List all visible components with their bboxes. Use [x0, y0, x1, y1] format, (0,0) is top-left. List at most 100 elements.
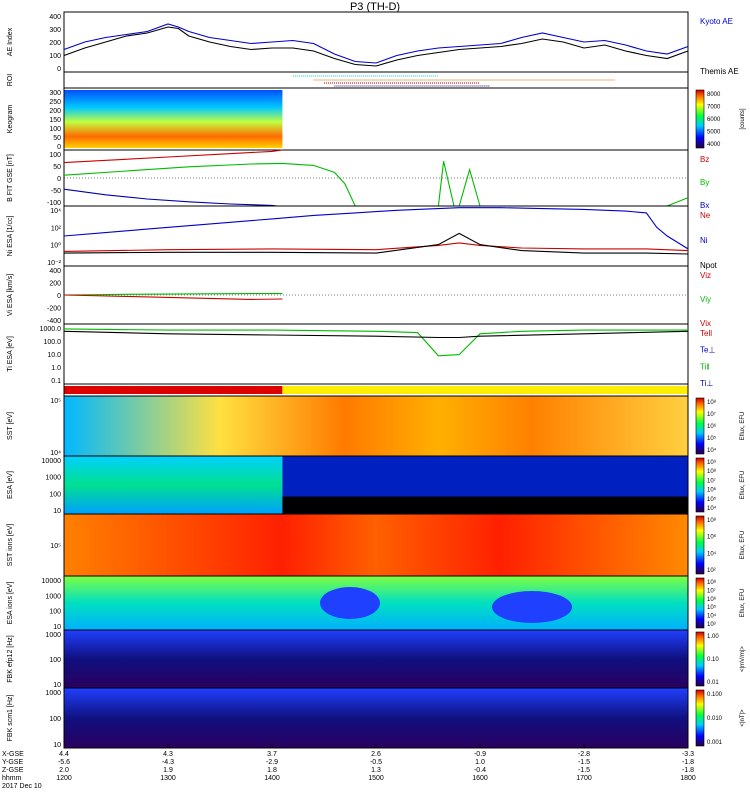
mode-segment-0 — [64, 386, 283, 394]
series-kyoto-ae — [63, 23, 689, 64]
x-date-label: 2017 Dec 10 — [2, 783, 42, 790]
ytick-label: 150 — [49, 117, 61, 124]
ytick-label: 100 — [49, 716, 61, 723]
series-bz — [63, 149, 283, 164]
series-viz — [63, 294, 283, 300]
legend-entry: Ni — [700, 236, 708, 245]
ylabel-keogram: Keogram — [7, 105, 14, 134]
x-row-label: hhmm — [2, 775, 22, 782]
legend-entry: Ti⊥ — [700, 379, 713, 388]
panel-velocity: Vi ESA [km/s] 400 200 0 -200 -400 Viz Viy Vix — [7, 265, 711, 328]
ytick-label: 1000 — [45, 690, 61, 697]
ytick-label: 400 — [49, 268, 61, 275]
x-row-value: -1.8 — [682, 767, 694, 774]
ytick-label: 1000 — [45, 632, 61, 639]
ylabel-sst_e: SST [eV] — [7, 412, 14, 440]
keogram-image — [64, 90, 283, 148]
colorbar-tick-label: 0.01 — [707, 680, 719, 686]
ytick-label: 100 — [49, 126, 61, 133]
colorbar-tick-label: 10⁸ — [707, 579, 717, 586]
x-row-value: -1.8 — [682, 759, 694, 766]
ytick-label: 300 — [49, 90, 61, 97]
ytick-label: 100 — [49, 53, 61, 60]
esa-electron-spectrogram-early — [64, 456, 283, 514]
x-row-label: X-GSE — [2, 751, 24, 758]
x-row-value: 3.7 — [267, 751, 277, 758]
legend-entry: Themis AE — [700, 67, 739, 76]
ylabel-esa_e: ESA [eV] — [7, 471, 14, 499]
x-row-label: Z-GSE — [2, 767, 24, 774]
colorbar-tick-label: 10⁵ — [707, 496, 717, 503]
ytick-label: 10000 — [42, 458, 62, 465]
sst-electron-spectrogram — [64, 396, 688, 456]
x-axis-annotation: X-GSE 4.4 4.3 3.7 2.6 -0.9 -2.8 -3.3 Y-GSE -5.6 -4… — [2, 744, 696, 790]
colorbar — [695, 689, 705, 747]
ytick-label: 50 — [53, 164, 61, 171]
ylabel-esa_i: ESA ions [eV] — [7, 582, 14, 625]
ylabel-sst_i: SST ions [eV] — [7, 524, 14, 567]
series-viy — [63, 293, 283, 296]
colorbar-tick-label: 10⁴ — [707, 447, 717, 454]
colorbar-tick-label: 0.100 — [707, 692, 723, 698]
series-ti — [63, 328, 688, 357]
ytick-label: 0 — [57, 176, 61, 183]
series-themis-ae — [63, 26, 689, 67]
colorbar-tick-label: 10⁷ — [707, 587, 716, 594]
fbk_e-spectrogram — [64, 630, 688, 688]
ylabel-density: Ni ESA [1/cc] — [7, 216, 14, 257]
legend-entry: Tell — [700, 329, 712, 338]
panel-fbk_b: FBK scm1 [Hz] 1000 100 10 0.100 0.010 0.001 <|n… — [7, 687, 746, 749]
series-ne — [63, 242, 689, 252]
panel-temperature: Ti ESA [eV] 1000.0 100.0 10.0 1.0 0.1 Tell Te⊥ T… — [7, 323, 715, 388]
esa-electron-low-energy-band — [282, 496, 688, 514]
colorbar — [695, 89, 705, 149]
ylabel-temperature: Ti ESA [eV] — [7, 336, 14, 372]
ytick-label: 0 — [57, 144, 61, 151]
x-row-value: 2.6 — [371, 751, 381, 758]
colorbar-tick-label: 0.001 — [707, 740, 723, 746]
legend-entry: Bz — [700, 155, 709, 164]
ytick-label: 0 — [57, 66, 61, 73]
panel-ae: AE Index 400 300 200 100 0 Kyoto AE Themis AE — [7, 11, 739, 76]
colorbar-tick-label: 10⁵ — [707, 435, 717, 442]
panel-density: Ni ESA [1/cc] 10⁴ 10² 10⁰ 10⁻² Ne Ni Npot — [7, 205, 718, 270]
ytick-label: 10⁵ — [50, 543, 61, 550]
legend-entry: Bx — [700, 201, 709, 210]
ytick-label: 10 — [53, 508, 61, 515]
colorbar-label: Eflux, EFU — [740, 531, 746, 560]
fbk_b-spectrogram — [64, 688, 688, 748]
ytick-label: 10.0 — [47, 352, 61, 359]
x-row-value: -4.3 — [162, 759, 174, 766]
x-row-value: 1600 — [472, 775, 488, 782]
colorbar-tick-label: 10⁶ — [707, 596, 717, 603]
legend-entry: Viz — [700, 271, 711, 280]
colorbar-tick-label: 10⁴ — [707, 550, 717, 557]
x-row-value: -1.5 — [578, 767, 590, 774]
legend-entry: Kyoto AE — [700, 17, 733, 26]
ytick-label: 1000 — [45, 475, 61, 482]
x-row-value: -3.3 — [682, 751, 694, 758]
ytick-label: 50 — [53, 135, 61, 142]
colorbar-label: Eflux, EFU — [740, 589, 746, 618]
panel-bfield: B FIT GSE [nT] 100 50 0 -50 -100 Bz By Bx — [7, 149, 709, 210]
colorbar-label: [counts] — [740, 108, 746, 129]
ylabel-velocity: Vi ESA [km/s] — [7, 274, 14, 316]
ytick-label: -200 — [47, 306, 61, 313]
x-row-value: 1800 — [680, 775, 696, 782]
ytick-label: 200 — [49, 108, 61, 115]
ytick-label: 0 — [57, 293, 61, 300]
colorbar-tick-label: 10⁴ — [707, 613, 717, 620]
colorbar-label: <|nT|> — [740, 709, 746, 727]
panel-keogram: Keogram 300 250 200 150 100 50 0 8000 7000 6000 500… — [7, 87, 746, 151]
legend-entry: Viy — [700, 295, 711, 304]
ytick-label: 10 — [53, 682, 61, 689]
colorbar — [695, 457, 705, 513]
panel-fbk_e: FBK efp12 [Hz] 1000 100 10 1.00 0.10 0.01 <|mV/… — [7, 629, 746, 689]
series-te — [63, 330, 689, 339]
colorbar-tick-label: 6000 — [707, 117, 721, 123]
colorbar-tick-label: 10³ — [707, 622, 716, 628]
colorbar-label: <|mV/m|> — [740, 646, 746, 672]
